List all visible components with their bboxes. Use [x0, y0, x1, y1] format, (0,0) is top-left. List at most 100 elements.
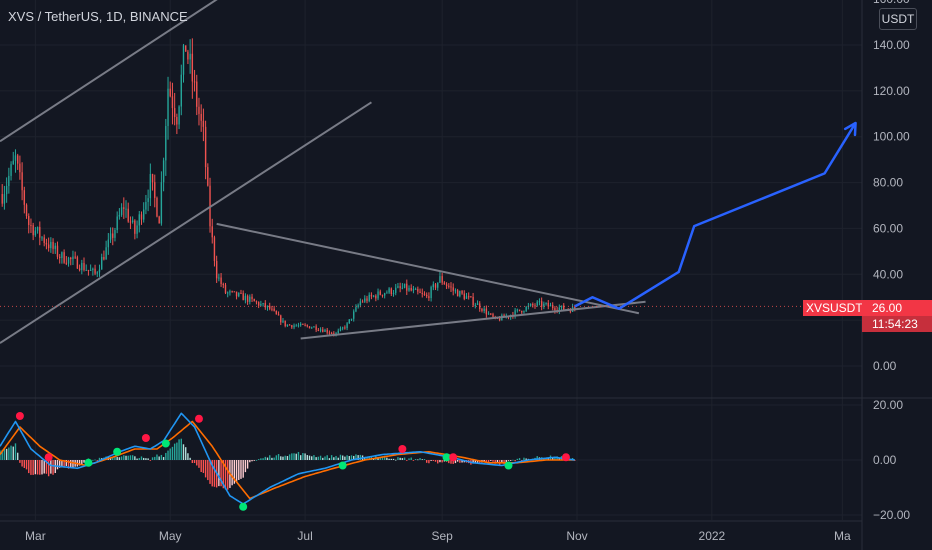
candle-body — [229, 291, 231, 293]
histogram-bar — [211, 460, 213, 487]
histogram-bar — [341, 455, 344, 460]
candle-body — [423, 293, 426, 295]
candle-body — [70, 257, 72, 260]
last-symbol-tag: XVSUSDT — [803, 300, 866, 316]
candle-body — [549, 305, 552, 307]
symbol-header[interactable]: XVS / TetherUS, 1D, BINANCE — [8, 9, 188, 24]
histogram-bar — [485, 460, 488, 462]
candle-body — [167, 88, 169, 127]
time-axis-tick: Mar — [25, 529, 46, 543]
candle-body — [43, 237, 45, 243]
drawing-layer[interactable] — [0, 0, 862, 344]
candle-body — [114, 229, 116, 238]
candle-body — [333, 333, 335, 335]
histogram-bar — [454, 460, 457, 464]
candle-body — [355, 307, 357, 312]
candle-body — [330, 332, 333, 334]
candle-body — [386, 292, 388, 294]
candle-body — [317, 329, 320, 331]
candle-body — [233, 291, 236, 293]
macd-pane[interactable] — [0, 412, 576, 511]
histogram-bar — [483, 460, 485, 462]
histogram-bar — [514, 460, 516, 462]
histogram-bar — [266, 457, 269, 460]
candle-body — [434, 284, 437, 288]
candle-body — [291, 325, 293, 328]
cross-marker-bear — [141, 434, 150, 442]
histogram-bar — [43, 460, 45, 474]
histogram-bar — [140, 456, 143, 460]
price-pane[interactable] — [1, 38, 576, 337]
histogram-bar — [45, 460, 48, 474]
candle-body — [269, 305, 271, 309]
histogram-bar — [282, 456, 284, 460]
candle-body — [264, 303, 266, 308]
candle-body — [260, 303, 262, 306]
histogram-bar — [284, 455, 286, 460]
histogram-bar — [337, 457, 339, 460]
candle-body — [470, 296, 472, 298]
candle-body — [215, 261, 218, 279]
time-axis-tick: Nov — [566, 529, 587, 543]
candle-body — [304, 324, 306, 326]
candle-body — [302, 323, 304, 325]
candle-body — [461, 291, 463, 294]
candle-body — [180, 74, 182, 107]
projection-arrowhead — [843, 121, 857, 137]
cross-marker-bull — [239, 502, 248, 511]
candle-body — [368, 294, 370, 301]
histogram-bar — [120, 456, 123, 460]
cross-marker-bear — [561, 453, 570, 462]
trendline-triangle-top[interactable] — [216, 222, 640, 315]
candle-body — [12, 160, 14, 165]
histogram-bar — [505, 460, 507, 463]
candle-body — [412, 289, 415, 291]
histogram-bar — [131, 455, 134, 460]
candle-body — [14, 155, 17, 161]
trendline-upper-channel[interactable] — [0, 0, 228, 143]
candle-body — [160, 182, 163, 224]
histogram-bar — [1, 449, 3, 460]
cross-marker-bear — [44, 453, 53, 462]
candle-body — [339, 328, 342, 331]
candle-body — [165, 126, 167, 161]
histogram-bar — [255, 459, 258, 461]
cross-marker-bull — [161, 439, 170, 448]
candle-body — [131, 220, 134, 223]
candle-body — [21, 172, 23, 191]
candle-body — [514, 310, 516, 317]
candle-body — [408, 287, 410, 291]
histogram-bar — [56, 460, 59, 470]
histogram-bar — [304, 453, 306, 460]
histogram-bar — [32, 460, 34, 475]
candle-body — [463, 293, 465, 299]
histogram-bar — [459, 460, 461, 463]
histogram-bar — [127, 455, 129, 460]
histogram-bar — [357, 455, 359, 460]
histogram-bar — [235, 460, 238, 483]
histogram-bar — [191, 460, 194, 463]
candle-body — [56, 245, 59, 257]
candle-body — [143, 209, 145, 220]
candle-body — [425, 294, 428, 297]
histogram-bar — [149, 460, 152, 461]
candle-body — [218, 277, 220, 279]
histogram-bar — [461, 460, 463, 463]
histogram-bar — [348, 456, 351, 460]
histogram-bar — [151, 457, 154, 460]
histogram-bar — [333, 457, 335, 460]
trendline-triangle-bottom[interactable] — [300, 300, 646, 340]
candle-body — [96, 272, 98, 274]
candle-body — [341, 327, 344, 329]
histogram-bar — [452, 460, 454, 464]
candle-body — [574, 306, 576, 310]
projection-path[interactable] — [574, 122, 857, 310]
candle-body — [326, 329, 328, 333]
currency-unit-label[interactable]: USDT — [879, 8, 917, 30]
trendline-lower-channel[interactable] — [0, 101, 372, 344]
histogram-bar — [521, 460, 523, 461]
candle-body — [262, 303, 264, 305]
candle-body — [543, 303, 545, 307]
histogram-bar — [118, 457, 121, 460]
